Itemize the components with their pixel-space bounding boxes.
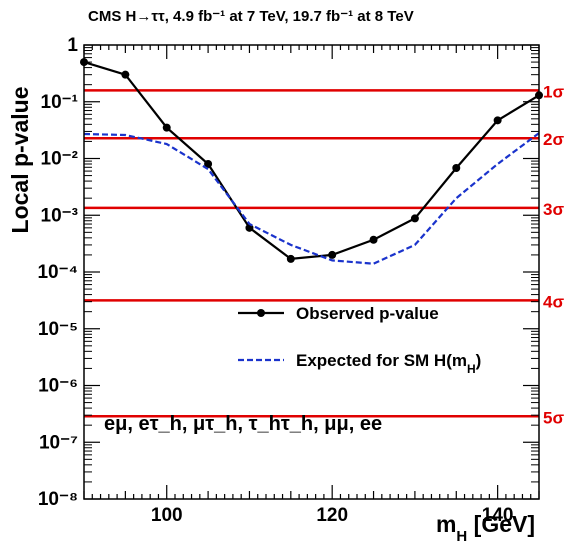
observed-point (452, 164, 461, 173)
sigma-label-1: 1σ (543, 82, 564, 101)
y-tick-label: 10⁻² (41, 149, 79, 170)
y-tick-label: 1 (67, 35, 78, 56)
y-axis-label: Local p-value (7, 87, 33, 234)
sigma-label-3: 3σ (543, 200, 564, 219)
observed-point (410, 214, 419, 223)
axes: 100 120 140 1 10⁻¹ 10⁻² 10⁻³ 10⁻⁴ 10⁻⁵ 10⁻⁶ 10⁻⁷ 10… (37, 35, 540, 542)
sigma-label-2: 2σ (543, 130, 564, 149)
observed-point (162, 123, 171, 132)
y-tick-label: 10⁻¹ (41, 92, 79, 113)
y-tick-label: 10⁻⁴ (37, 262, 78, 283)
observed-point (328, 250, 337, 259)
observed-point (369, 235, 378, 244)
observed-point (286, 254, 295, 263)
x-tick-label: 100 (151, 505, 183, 526)
y-tick-label: 10⁻⁵ (38, 319, 78, 340)
observed-point (204, 159, 213, 168)
y-tick-label: 10⁻⁸ (38, 489, 78, 510)
x-tick-label: 120 (316, 505, 348, 526)
sigma-lines: 1σ 2σ 3σ 4σ 5σ (84, 82, 564, 427)
sigma-label-5: 5σ (543, 408, 564, 427)
x-axis-label: mH [GeV] (436, 511, 535, 542)
y-tick-label: 10⁻⁷ (39, 432, 78, 453)
legend-label-1: Observed p-value (296, 304, 439, 323)
y-tick-label: 10⁻³ (41, 205, 79, 226)
series-layer (80, 58, 543, 265)
series-line-1 (83, 61, 540, 261)
x-tick-label: 140 (482, 505, 514, 526)
chart-title: CMS H→ττ, 4.9 fb⁻¹ at 7 TeV, 19.7 fb⁻¹ a… (88, 8, 414, 25)
legend-marker (257, 309, 265, 317)
y-tick-label: 10⁻⁶ (38, 376, 78, 397)
channel-annotation: eμ, eτ_h, μτ_h, τ_hτ_h, μμ, ee (104, 413, 382, 435)
series-line-2 (83, 132, 540, 265)
observed-point (493, 116, 502, 125)
legend-label-2: Expected for SM H(mH) (296, 351, 481, 376)
observed-point (121, 70, 130, 79)
legend: Observed p-value Expected for SM H(mH) (238, 304, 481, 376)
sigma-label-4: 4σ (543, 292, 564, 311)
